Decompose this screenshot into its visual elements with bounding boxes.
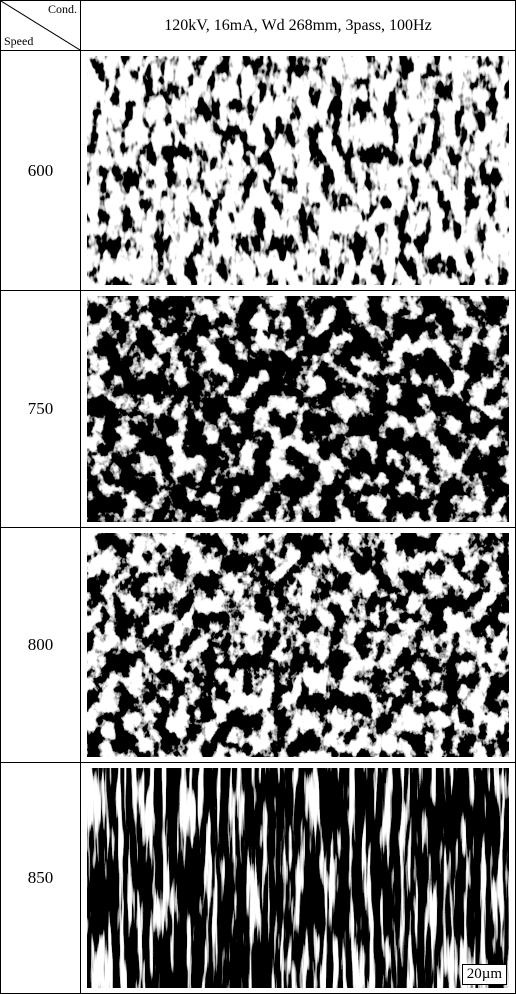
micrograph bbox=[87, 56, 509, 285]
micrograph bbox=[87, 768, 509, 988]
corner-cell: Cond. Speed bbox=[0, 0, 81, 51]
row-label: 800 bbox=[0, 527, 81, 763]
image-cell bbox=[80, 50, 516, 291]
scale-bar: 20µm bbox=[462, 964, 507, 985]
header-title: 120kV, 16mA, Wd 268mm, 3pass, 100Hz bbox=[80, 0, 516, 51]
micrograph bbox=[87, 296, 509, 522]
micrograph bbox=[87, 533, 509, 757]
row-label: 850 bbox=[0, 762, 81, 994]
corner-bottom: Speed bbox=[4, 34, 33, 49]
image-cell: 20µm bbox=[80, 762, 516, 994]
page: Cond. Speed 120kV, 16mA, Wd 268mm, 3pass… bbox=[0, 0, 516, 994]
corner-top: Cond. bbox=[48, 2, 77, 17]
image-cell bbox=[80, 527, 516, 763]
row-label: 750 bbox=[0, 290, 81, 528]
row-label: 600 bbox=[0, 50, 81, 291]
image-cell bbox=[80, 290, 516, 528]
